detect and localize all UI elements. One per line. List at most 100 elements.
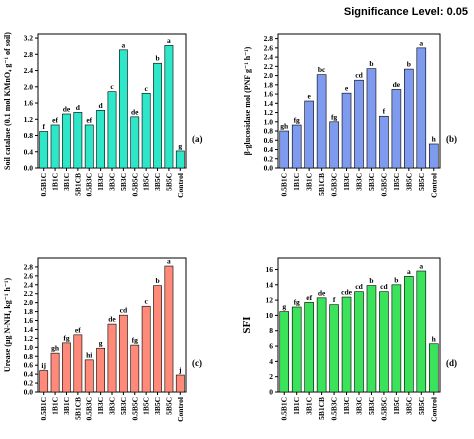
y-tick-label: 1.2	[24, 115, 34, 124]
significance-letter: bc	[318, 65, 326, 74]
x-tick-label: 0.5B5C	[379, 173, 388, 197]
bar-5B5C	[416, 47, 427, 169]
y-tick-label: 8	[269, 326, 273, 335]
bar-5B3C	[118, 314, 128, 393]
bar-0.5B1C	[279, 130, 290, 169]
x-tick-label: 0.5B3C	[85, 397, 94, 421]
x-tick-label: 1B3C	[342, 397, 351, 415]
significance-letter: d	[99, 101, 104, 110]
y-axis: 0 2 4 6 8 10 12 14 16	[266, 265, 278, 397]
x-tick-label: 1B3C	[96, 173, 105, 191]
y-tick-label: 2.0	[264, 71, 274, 80]
y-tick-label: 6	[269, 342, 273, 351]
x-tick-label: Control	[176, 173, 185, 198]
significance-letter: a	[419, 262, 423, 271]
significance-letter: g	[282, 302, 286, 311]
x-tick-label: 0.5B3C	[85, 173, 94, 197]
panel-label: (c)	[192, 358, 202, 368]
bar-Control	[428, 143, 439, 169]
y-tick-label: 4	[269, 357, 273, 366]
x-tick-label: 1B1C	[51, 173, 60, 191]
significance-letter: f	[383, 107, 386, 116]
x-tick-label: 5B1CB	[317, 397, 326, 420]
x-tick-label: 3B5C	[404, 173, 413, 191]
y-tick-label: 0.0	[24, 164, 34, 173]
bar-3B3C	[354, 291, 364, 393]
x-tick-label: 3B3C	[108, 173, 117, 191]
bar-0.5B1C	[279, 311, 290, 393]
bar-3B3C	[107, 91, 117, 169]
y-tick-label: 14	[266, 280, 274, 289]
significance-letter: gh	[280, 122, 289, 131]
x-tick-label: 5B5C	[164, 173, 173, 191]
y-tick-label: 0.0	[24, 388, 34, 397]
x-tick-label: 0.5B5C	[379, 397, 388, 421]
significance-letter: a	[407, 267, 411, 276]
x-tick-label: 0.5B1C	[280, 397, 289, 421]
significance-letter: cd	[380, 282, 388, 291]
significance-letter: fg	[331, 112, 337, 121]
y-tick-label: 1.6	[24, 99, 34, 108]
bar-3B5C	[153, 62, 162, 169]
y-tick-label: 1.0	[264, 117, 274, 126]
x-tick-label: 5B1CB	[317, 173, 326, 196]
y-tick-label: 2.4	[24, 280, 34, 289]
significance-letter: j	[178, 366, 182, 375]
significance-letter: f	[333, 295, 336, 304]
significance-letter: de	[393, 80, 401, 89]
y-tick-label: 2.8	[264, 34, 274, 43]
y-tick-label: 1.8	[264, 80, 274, 89]
significance-letter: fg	[294, 298, 300, 307]
x-tick-label: 1B1C	[292, 173, 301, 191]
significance-letter: fg	[63, 333, 69, 342]
y-tick-label: 0.4	[264, 145, 274, 154]
y-tick-label: 2.4	[24, 66, 34, 75]
y-tick-label: 2.8	[24, 262, 34, 271]
y-axis: 0.0 0.4 0.8 1.2 1.6 2.0 2.4 2.8 3.2	[24, 34, 38, 173]
significance-letter: cde	[341, 288, 353, 297]
bar-1B5C	[141, 92, 151, 169]
x-tick-label: 1B1C	[292, 397, 301, 415]
y-tick-label: 2.2	[264, 62, 274, 71]
significance-letter: de	[131, 107, 139, 116]
significance-letter: b	[407, 60, 411, 69]
x-tick-label: 5B3C	[367, 173, 376, 191]
y-tick-label: 0	[269, 388, 273, 397]
y-tick-label: 1.2	[264, 108, 274, 117]
y-tick-label: 0.8	[264, 127, 274, 136]
bar-0.5B5C	[379, 291, 389, 393]
significance-letter: b	[155, 276, 159, 285]
bar-3B5C	[153, 285, 162, 393]
y-axis-label: Soil catalase (0.1 mol KMnO₄ g⁻¹ of soil…	[3, 32, 12, 170]
y-tick-label: 10	[266, 311, 274, 320]
bar-1B1C	[50, 352, 60, 393]
significance-letter: gh	[51, 344, 60, 353]
significance-letter: ef	[86, 115, 92, 124]
bar-3B1C	[304, 302, 314, 393]
significance-letter: de	[108, 315, 116, 324]
y-tick-label: 0.8	[24, 131, 34, 140]
bar-5B3C	[118, 49, 128, 169]
significance-letter: de	[318, 288, 326, 297]
bar-0.5B1C	[39, 131, 49, 169]
significance-level-label: Significance Level: 0.05	[343, 6, 468, 18]
significance-letter: hi	[86, 350, 92, 359]
bar-1B3C	[96, 110, 106, 169]
x-tick-label: 5B3C	[119, 173, 128, 191]
x-tick-label: 5B1CB	[73, 173, 82, 196]
bar-1B5C	[141, 305, 151, 393]
significance-letter: b	[369, 59, 373, 68]
bar-1B5C	[391, 284, 402, 393]
y-axis-label: β-glucosidase mol (PNF g⁻¹ h⁻¹)	[243, 46, 252, 155]
bar-Control	[428, 343, 439, 393]
y-tick-label: 0.4	[24, 147, 34, 156]
significance-letter: e	[307, 92, 311, 101]
y-tick-label: 16	[266, 265, 274, 274]
y-tick-label: 1.6	[264, 90, 274, 99]
x-tick-label: 0.5B3C	[330, 397, 339, 421]
y-tick-label: 2.2	[24, 289, 34, 298]
y-tick-label: 1.4	[264, 99, 274, 108]
bar-5B3C	[366, 285, 377, 393]
